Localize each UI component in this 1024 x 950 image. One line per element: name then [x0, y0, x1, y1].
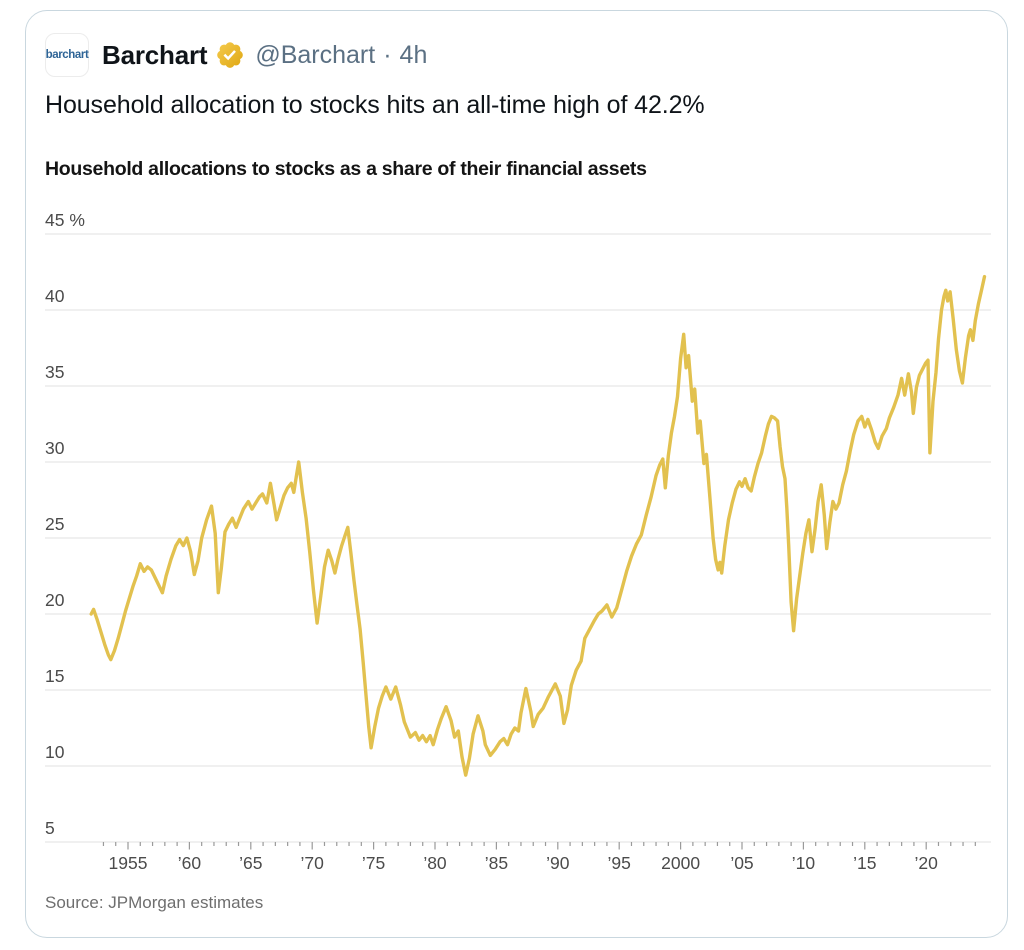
x-tick-label: ’20: [915, 853, 939, 873]
x-tick-label: 2000: [661, 853, 700, 873]
timestamp[interactable]: 4h: [399, 40, 428, 69]
x-tick-label: ’80: [423, 853, 447, 873]
tweet-text: Household allocation to stocks hits an a…: [45, 91, 705, 119]
y-tick-label: 30: [45, 438, 65, 458]
tweet-card: barchart Barchart @Barchart · 4h: [25, 10, 1008, 938]
y-tick-label: 10: [45, 742, 65, 762]
avatar-logo-text: barchart: [45, 49, 89, 61]
x-tick-label: ’05: [730, 853, 753, 873]
y-tick-label: 35: [45, 362, 64, 382]
x-tick-label: ’75: [362, 853, 385, 873]
y-tick-label: 40: [45, 286, 65, 306]
y-tick-label: 45 %: [45, 210, 85, 230]
allocation-line: [89, 274, 987, 777]
y-tick-label: 15: [45, 666, 64, 686]
x-tick-label: 1955: [109, 853, 148, 873]
y-tick-label: 25: [45, 514, 64, 534]
x-tick-label: ’15: [853, 853, 876, 873]
x-tick-label: ’95: [608, 853, 631, 873]
tweet-header: barchart Barchart @Barchart · 4h: [45, 33, 427, 77]
name-row: Barchart @Barchart · 4h: [102, 40, 427, 71]
separator-dot: ·: [383, 40, 392, 69]
avatar[interactable]: barchart: [45, 33, 89, 77]
x-tick-label: ’10: [792, 853, 816, 873]
x-tick-label: ’60: [178, 853, 202, 873]
x-axis-labels: 1955 ’60 ’65 ’70 ’75 ’80 ’85 ’90 ’95 2000 ’05 ’10 ’1…: [109, 853, 939, 873]
x-tick-label: ’85: [485, 853, 508, 873]
x-tick-label: ’70: [301, 853, 325, 873]
display-name[interactable]: Barchart: [102, 39, 208, 70]
x-axis-ticks: [102, 842, 976, 850]
handle[interactable]: @Barchart: [255, 40, 376, 69]
y-tick-label: 20: [45, 590, 65, 610]
x-tick-label: ’65: [239, 853, 262, 873]
line-chart: 45 % 40 35 30 25 20 15 10 5 1955 ’60 ’65 ’70 ’75 ’80 ’8…: [45, 210, 991, 873]
y-axis-labels: 45 % 40 35 30 25 20 15 10 5: [45, 210, 85, 838]
chart-source: Source: JPMorgan estimates: [45, 893, 264, 912]
chart-title: Household allocations to stocks as a sha…: [45, 158, 647, 180]
y-tick-label: 5: [45, 818, 55, 838]
x-tick-label: ’90: [546, 853, 570, 873]
gold-verified-badge-icon: [217, 42, 244, 68]
gridlines: [45, 233, 991, 843]
